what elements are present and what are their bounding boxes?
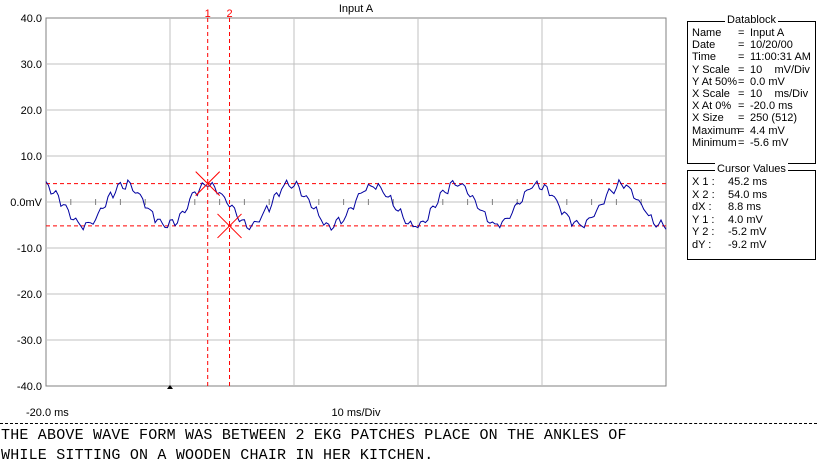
cursor-label: 1 (205, 8, 211, 20)
cursor-value: 8.8 ms (728, 201, 762, 214)
cursor-value: -5.2 mV (728, 226, 767, 239)
datablock-equals: = (738, 75, 745, 88)
datablock-equals: = (738, 39, 745, 52)
datablock-equals: = (738, 100, 745, 113)
datablock-key: Y At 50% (692, 75, 738, 88)
datablock-row: Y Scale = 10 mV/Div (692, 64, 810, 76)
datablock-key: X At 0% (692, 100, 732, 113)
cursor-crosshair-icon (217, 213, 242, 239)
datablock-equals: = (738, 27, 745, 39)
cursor-label: 2 (226, 8, 232, 20)
note-line-1: THE ABOVE WAVE FORM WAS BETWEEN 2 EKG PA… (1, 427, 627, 444)
cursor-value: 54.0 ms (728, 188, 768, 201)
cursor-value-key: dY : (692, 239, 712, 251)
trigger-marker-icon (167, 385, 173, 389)
y-tick-label: -10.0 (17, 243, 42, 255)
cursor-values-title: Cursor Values (715, 163, 788, 175)
y-tick-label: 30.0 (21, 59, 42, 71)
datablock-row: X Size = 250 (512) (692, 112, 797, 124)
datablock-equals: = (738, 136, 745, 149)
cursor-value: -9.2 mV (728, 239, 767, 251)
datablock-key: Y Scale (692, 63, 730, 76)
y-tick-label: -30.0 (17, 335, 42, 347)
cursor-value-key: Y 2 : (692, 226, 715, 239)
x-start-label: -20.0 ms (26, 407, 69, 419)
datablock-row: Maximum= 4.4 mV (692, 125, 785, 137)
chart-title: Input A (339, 3, 374, 15)
cursor-values-panel: Cursor Values X 1 :45.2 ms X 2 :54.0 ms dX… (687, 163, 816, 260)
datablock-key: Name (692, 27, 722, 39)
datablock-title: Datablock (725, 14, 778, 26)
datablock-equals: = (738, 112, 745, 125)
y-tick-label: -20.0 (17, 289, 42, 301)
cursor-value-row: Y 2 : -5.2 mV (692, 226, 767, 238)
y-tick-labels: 40.0 30.0 20.0 10.0 0.0mV -10.0 -20.0 -30.0 -40.… (10, 13, 42, 393)
cursor-value-row: dY : -9.2 mV (692, 239, 767, 251)
datablock-key: X Scale (692, 88, 730, 100)
y-tick-label: 0.0mV (10, 197, 42, 209)
datablock-row: Date = 10/20/00 (692, 39, 793, 51)
y-tick-label: -40.0 (17, 381, 42, 393)
y-tick-label: 20.0 (21, 105, 42, 117)
cursor-value: 4.0 mV (728, 213, 763, 226)
datablock-equals: = (738, 124, 745, 137)
datablock-row: Y At 50%= 0.0 mV (692, 76, 785, 88)
datablock-equals: = (738, 88, 745, 100)
datablock-value: -5.6 mV (750, 136, 789, 149)
datablock-equals: = (738, 63, 745, 76)
cursor-value-key: X 2 : (692, 188, 715, 201)
cursor-value-key: dX : (692, 201, 712, 214)
datablock-value: 4.4 mV (750, 124, 785, 137)
horizontal-cursors (46, 183, 666, 227)
datablock-key: Minimum (692, 136, 737, 149)
datablock-row: Name = Input A (692, 27, 784, 39)
datablock-row: X Scale = 10 ms/Div (692, 88, 808, 100)
datablock-value: 0.0 mV (750, 75, 785, 88)
cursor-value-key: Y 1 : (692, 213, 715, 226)
datablock-key: Time (692, 51, 717, 64)
divider (0, 423, 817, 424)
y-tick-label: 10.0 (21, 151, 42, 163)
oscilloscope-chart: Input A 40.0 30.0 20.0 10.0 0.0mV -10.0 -20.0 -… (10, 3, 667, 419)
datablock-key: X Size (692, 112, 724, 125)
note-line-2: WHILE SITTING ON A WOODEN CHAIR IN HER K… (1, 447, 434, 464)
cursor-value: 45.2 ms (728, 176, 768, 188)
datablock-key: Maximum (692, 124, 740, 137)
datablock-value: 250 (512) (750, 112, 798, 125)
waveform-trace (45, 178, 667, 231)
datablock-row: Time = 11:00:31 AM (692, 51, 811, 63)
datablock-key: Date (692, 39, 716, 52)
datablock-value: 10/20/00 (750, 39, 793, 52)
cursor-value-row: X 1 : 45.2 ms (692, 176, 767, 188)
cursor-crosshair-icon (195, 171, 221, 196)
cursor-value-row: X 2 : 54.0 ms (692, 189, 767, 201)
y-tick-label: 40.0 (21, 13, 42, 25)
datablock-value: 11:00:31 AM (750, 51, 811, 64)
datablock-value: 10 ms/Div (750, 88, 809, 100)
grid (46, 18, 666, 386)
datablock-row: X At 0% = -20.0 ms (692, 100, 793, 112)
x-axis-label: 10 ms/Div (332, 407, 381, 419)
datablock-row: Minimum= -5.6 mV (692, 137, 789, 149)
datablock-panel: Datablock Name = Input A Date = 10/20/00 Time =… (687, 14, 816, 164)
datablock-value: Input A (750, 27, 785, 39)
datablock-value: -20.0 ms (750, 100, 793, 113)
cursor-value-key: X 1 : (692, 176, 715, 188)
datablock-value: 10 mV/Div (750, 63, 810, 76)
datablock-equals: = (738, 51, 745, 64)
cursor-value-row: Y 1 : 4.0 mV (692, 214, 763, 226)
cursor-value-row: dX : 8.8 ms (692, 201, 761, 213)
